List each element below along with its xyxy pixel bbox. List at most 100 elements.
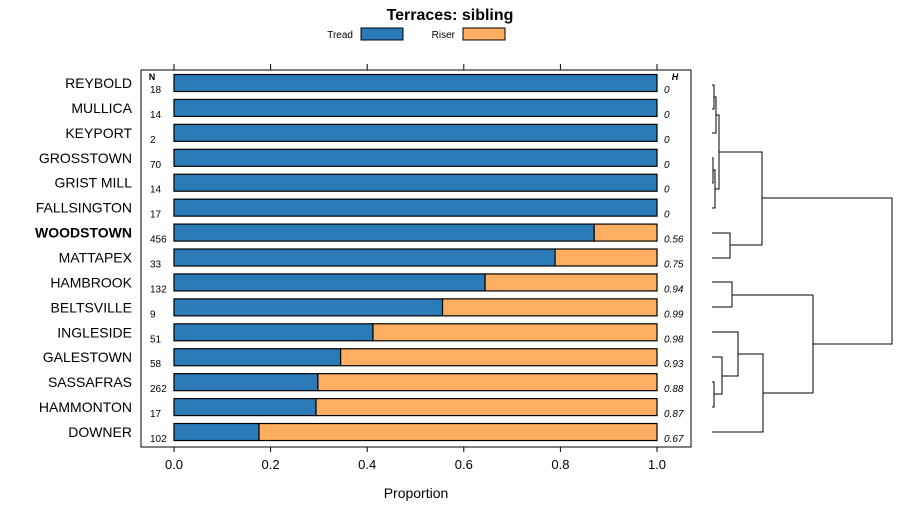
dendrogram-branch-10 — [712, 331, 739, 377]
bar-downer-riser — [258, 422, 658, 442]
x-tick-label-5: 1.0 — [648, 457, 666, 472]
dendrogram-branch-13 — [762, 197, 893, 345]
h-value-hambrook: 0.94 — [664, 284, 684, 295]
h-value-sassafras: 0.88 — [664, 384, 684, 395]
bar-sassafras-tread — [173, 373, 319, 392]
category-label-downer: DOWNER — [68, 424, 132, 440]
category-label-keyport: KEYPORT — [65, 125, 132, 141]
bar-keyport-tread — [173, 123, 658, 142]
bar-mattapex-riser — [554, 248, 658, 267]
bar-fallsington-tread — [173, 198, 658, 217]
bar-reybold-tread — [173, 73, 658, 93]
bar-hammonton-tread — [173, 397, 317, 417]
x-tick-label-2: 0.4 — [358, 457, 376, 472]
h-value-fallsington: 0 — [664, 210, 670, 221]
n-value-keyport: 2 — [150, 135, 156, 146]
n-value-grist-mill: 14 — [150, 185, 162, 196]
dendrogram-branch-0 — [712, 84, 715, 110]
dendrogram — [712, 84, 893, 433]
h-value-grist-mill: 0 — [664, 185, 670, 196]
h-value-hammonton: 0.87 — [664, 409, 684, 420]
x-tick-label-3: 0.6 — [455, 457, 473, 472]
category-labels: REYBOLD 18 0 MULLICA 14 0 KEYPORT 2 0 GROSSTOWN 70… — [35, 75, 684, 445]
category-label-grosstown: GROSSTOWN — [39, 150, 132, 166]
n-value-sassafras: 262 — [150, 384, 167, 395]
category-label-grist-mill: GRIST MILL — [54, 175, 132, 191]
bar-downer-tread — [173, 422, 260, 442]
chart-title: Terraces: sibling — [387, 7, 514, 24]
x-tick-label-1: 0.2 — [262, 457, 280, 472]
bar-mattapex-tread — [173, 248, 556, 267]
dendrogram-branch-8 — [712, 381, 715, 408]
bar-hambrook-tread — [173, 273, 486, 292]
legend-swatch-riser — [462, 27, 506, 41]
x-axis-label: Proportion — [384, 485, 449, 501]
bar-woodstown-tread — [173, 223, 595, 242]
x-tick-label-0: 0.0 — [165, 457, 183, 472]
category-label-hammonton: HAMMONTON — [39, 399, 132, 415]
h-value-ingleside: 0.98 — [664, 334, 684, 345]
category-label-mullica: MULLICA — [71, 100, 132, 116]
bar-ingleside-tread — [173, 323, 374, 342]
category-label-woodstown: WOODSTOWN — [35, 225, 132, 241]
bar-galestown-tread — [173, 348, 342, 367]
category-label-fallsington: FALLSINGTON — [36, 200, 132, 216]
n-value-grosstown: 70 — [150, 160, 162, 171]
legend-label-tread: Tread — [327, 30, 353, 41]
h-value-mattapex: 0.75 — [664, 260, 684, 271]
bar-ingleside-riser — [372, 323, 658, 342]
legend-swatch-tread — [360, 27, 404, 41]
bar-hambrook-riser — [484, 273, 658, 292]
h-value-downer: 0.67 — [664, 434, 684, 445]
n-value-hammonton: 17 — [150, 409, 162, 420]
h-value-grosstown: 0 — [664, 160, 670, 171]
plot-frame — [140, 69, 692, 448]
dendrogram-branch-12 — [732, 294, 814, 394]
h-value-mullica: 0 — [664, 110, 670, 121]
category-label-galestown: GALESTOWN — [43, 349, 132, 365]
bar-sassafras-riser — [317, 373, 658, 392]
bars-group — [173, 73, 658, 442]
category-label-ingleside: INGLESIDE — [57, 324, 132, 340]
bar-hammonton-riser — [315, 397, 658, 417]
bar-mullica-tread — [173, 98, 658, 118]
h-value-galestown: 0.93 — [664, 359, 684, 370]
n-value-reybold: 18 — [150, 85, 162, 96]
n-value-woodstown: 456 — [150, 235, 167, 246]
legend: Tread Riser — [327, 27, 506, 41]
h-value-reybold: 0 — [664, 85, 670, 96]
category-label-mattapex: MATTAPEX — [59, 250, 133, 266]
n-column-header: N — [149, 72, 156, 82]
dendrogram-branch-7 — [712, 281, 733, 308]
n-value-downer: 102 — [150, 434, 167, 445]
n-value-beltsville: 9 — [150, 309, 156, 320]
h-value-keyport: 0 — [664, 135, 670, 146]
bar-beltsville-riser — [441, 298, 658, 317]
h-value-woodstown: 0.56 — [664, 235, 684, 246]
category-label-reybold: REYBOLD — [65, 75, 132, 91]
n-value-galestown: 58 — [150, 359, 162, 370]
bar-grist-mill-tread — [173, 173, 658, 192]
h-column-header: H — [672, 72, 679, 82]
bar-galestown-riser — [340, 348, 658, 367]
bar-grosstown-tread — [173, 148, 658, 167]
dendrogram-branch-5 — [712, 232, 731, 259]
x-tick-label-4: 0.8 — [551, 457, 569, 472]
bar-beltsville-tread — [173, 298, 444, 317]
legend-label-riser: Riser — [432, 30, 456, 41]
bar-woodstown-riser — [593, 223, 658, 242]
n-value-ingleside: 51 — [150, 334, 162, 345]
n-value-mullica: 14 — [150, 110, 162, 121]
category-label-sassafras: SASSAFRAS — [48, 374, 132, 390]
n-value-mattapex: 33 — [150, 260, 162, 271]
category-label-hambrook: HAMBROOK — [50, 274, 132, 290]
x-axis: 0.0 0.2 0.4 0.6 0.8 1.0 — [165, 64, 666, 472]
n-value-fallsington: 17 — [150, 210, 162, 221]
h-value-beltsville: 0.99 — [664, 309, 684, 320]
dendrogram-branch-2 — [712, 157, 714, 184]
category-label-beltsville: BELTSVILLE — [51, 299, 132, 315]
dendrogram-branch-6 — [719, 151, 763, 246]
n-value-hambrook: 132 — [150, 284, 167, 295]
